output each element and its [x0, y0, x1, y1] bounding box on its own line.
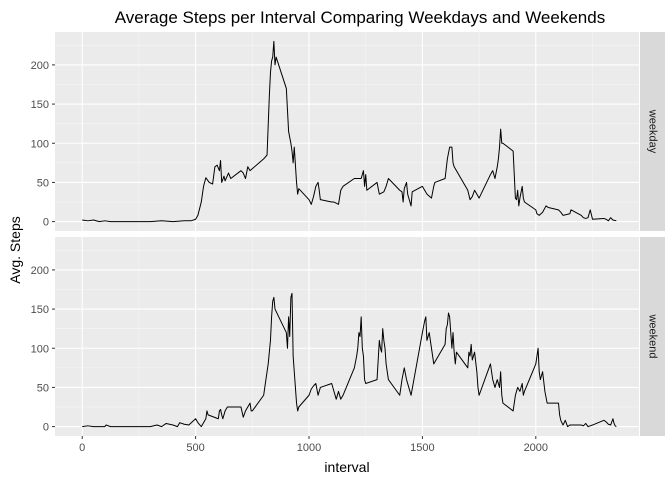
- series-line-weekday: [82, 40, 617, 223]
- panel-weekend: 0 50 100 150 200 weekend 0 500 1000 1500 2000: [31, 237, 665, 454]
- y-tick-label: 50: [37, 177, 49, 189]
- x-tick-label: 2000: [524, 442, 548, 454]
- panel-background: [55, 32, 639, 231]
- y-tick-label: 0: [43, 217, 49, 229]
- x-tick-label: 500: [186, 442, 204, 454]
- y-axis-title: Avg. Steps: [7, 216, 23, 283]
- y-tick-label: 150: [31, 304, 49, 316]
- facet-panels: 0 50 100 150 200 weekday 0 50 100 150 200 weekend 0 5…: [31, 32, 665, 454]
- panel-background: [55, 237, 639, 436]
- facet-strip: [640, 237, 665, 436]
- facet-strip: [640, 32, 665, 231]
- x-axis-title: interval: [324, 459, 369, 475]
- x-tick-label: 0: [79, 442, 85, 454]
- y-tick-label: 200: [31, 265, 49, 277]
- y-tick-label: 100: [31, 343, 49, 355]
- panel-weekday: 0 50 100 150 200 weekday: [31, 32, 665, 231]
- series-line-weekend: [82, 292, 617, 428]
- y-tick-label: 0: [43, 422, 49, 434]
- chart-title: Average Steps per Interval Comparing Wee…: [115, 8, 605, 27]
- y-tick-label: 100: [31, 138, 49, 150]
- facet-strip-label: weekday: [647, 109, 659, 154]
- facet-strip-label: weekend: [647, 313, 659, 358]
- x-tick-label: 1000: [297, 442, 321, 454]
- y-tick-label: 50: [37, 382, 49, 394]
- y-tick-label: 150: [31, 99, 49, 111]
- y-tick-label: 200: [31, 60, 49, 72]
- x-tick-label: 1500: [410, 442, 434, 454]
